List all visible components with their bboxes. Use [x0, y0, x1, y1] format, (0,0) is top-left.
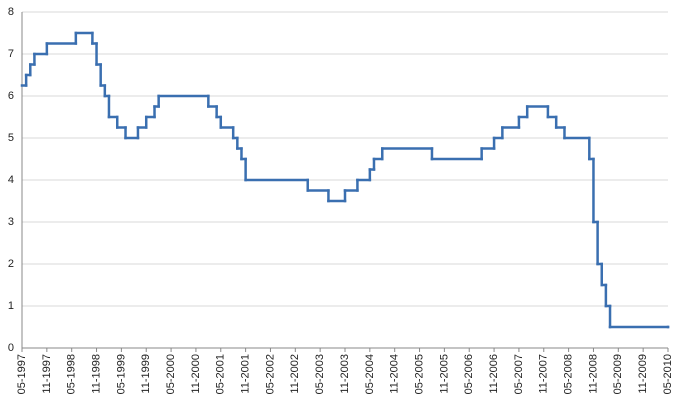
x-tick-label: 05-2006: [463, 354, 475, 394]
y-tick-label: 2: [8, 258, 14, 270]
x-tick-label: 11-2003: [339, 354, 351, 394]
x-tick-label: 05-1998: [66, 354, 78, 394]
x-tick-label: 11-2001: [240, 354, 252, 394]
x-tick-label: 11-2009: [637, 354, 649, 394]
x-tick-label: 11-2008: [587, 354, 599, 394]
x-tick-label: 11-2006: [488, 354, 500, 394]
x-tick-label: 05-2009: [612, 354, 624, 394]
x-tick-label: 11-2000: [190, 354, 202, 394]
x-tick-label: 11-2007: [538, 354, 550, 394]
x-tick-label: 11-2002: [289, 354, 301, 394]
x-tick-label: 05-2001: [215, 354, 227, 394]
x-tick-label: 05-1997: [16, 354, 28, 394]
y-tick-label: 6: [8, 90, 14, 102]
x-tick-label: 05-2000: [165, 354, 177, 394]
x-tick-label: 11-1997: [41, 354, 53, 394]
y-tick-label: 3: [8, 216, 14, 228]
x-tick-label: 05-2005: [413, 354, 425, 394]
x-tick-label: 05-1999: [115, 354, 127, 394]
y-tick-label: 5: [8, 132, 14, 144]
x-tick-label: 05-2002: [264, 354, 276, 394]
x-tick-label: 11-1999: [140, 354, 152, 394]
y-tick-label: 0: [8, 342, 14, 354]
x-tick-label: 11-2004: [389, 354, 401, 394]
x-tick-label: 05-2010: [662, 354, 674, 394]
y-tick-label: 7: [8, 48, 14, 60]
x-tick-label: 05-2007: [513, 354, 525, 394]
y-tick-label: 8: [8, 6, 14, 18]
y-tick-label: 1: [8, 300, 14, 312]
x-tick-label: 05-2003: [314, 354, 326, 394]
x-tick-label: 05-2008: [563, 354, 575, 394]
x-tick-label: 11-2005: [438, 354, 450, 394]
y-tick-label: 4: [8, 174, 14, 186]
x-tick-label: 11-1998: [90, 354, 102, 394]
x-tick-label: 05-2004: [364, 354, 376, 394]
